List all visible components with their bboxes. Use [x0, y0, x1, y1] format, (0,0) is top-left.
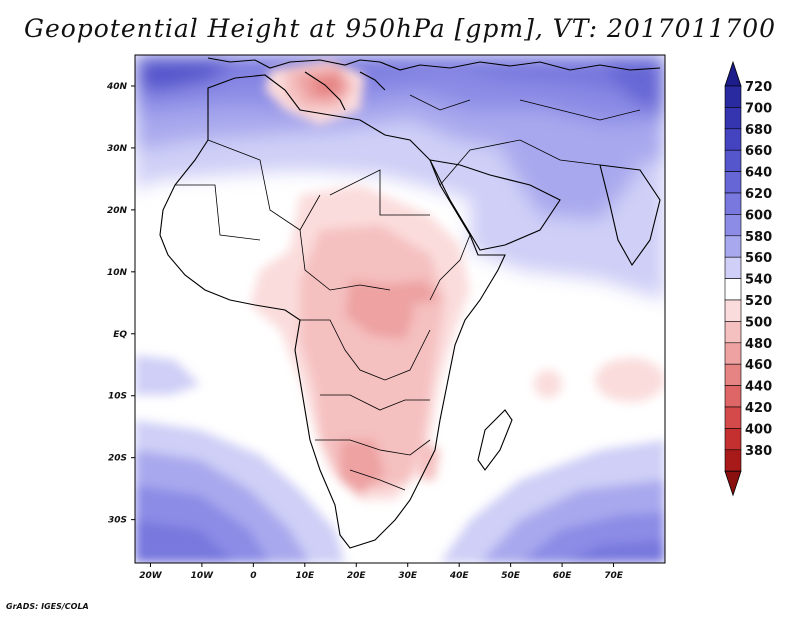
colorbar-label: 660 — [745, 144, 772, 159]
footer-credit: GrADS: IGES/COLA — [6, 602, 89, 611]
colorbar-label: 620 — [745, 187, 772, 202]
colorbar-swatch — [724, 342, 742, 365]
lat-tick-label: EQ — [113, 330, 127, 340]
lat-tick-label: 20N — [107, 206, 128, 216]
colorbar-swatch — [724, 256, 742, 279]
lon-tick-label: 70E — [604, 571, 624, 581]
colorbar-label: 460 — [745, 358, 772, 373]
height-field — [135, 55, 665, 563]
colorbar-label: 540 — [745, 273, 772, 288]
colorbar-swatch — [724, 85, 742, 108]
lon-tick-label: 40E — [449, 571, 470, 581]
colorbar-swatch — [724, 192, 742, 215]
lon-tick-label: 20W — [139, 571, 163, 581]
colorbar-swatch — [724, 214, 742, 237]
colorbar-swatch — [724, 428, 742, 451]
colorbar-label: 400 — [745, 422, 772, 437]
lat-tick-label: 40N — [106, 82, 128, 92]
colorbar-bottom-arrow — [724, 470, 742, 497]
colorbar: 720 700 680 660 640 620 600 580 560 540 520 500 480 4… — [724, 60, 772, 497]
colorbar-swatch — [724, 406, 742, 429]
colorbar-swatch — [724, 299, 742, 322]
colorbar-swatch — [724, 128, 742, 151]
colorbar-label: 560 — [745, 251, 772, 266]
coastlines — [159, 57, 661, 549]
lon-tick-label: 20E — [347, 571, 367, 581]
colorbar-swatch — [724, 235, 742, 258]
colorbar-label: 680 — [745, 123, 772, 138]
colorbar-label: 720 — [745, 80, 772, 95]
lon-tick-label: 0 — [250, 571, 256, 581]
lat-tick-label: 10S — [108, 392, 127, 402]
latitude-axis: 40N 30N 20N 10N EQ 10S 20S 30S — [106, 82, 135, 526]
chart-title: Geopotential Height at 950hPa [gpm], VT:… — [23, 14, 777, 43]
colorbar-swatch — [724, 171, 742, 194]
colorbar-label: 420 — [745, 401, 772, 416]
lat-tick-label: 10N — [107, 268, 128, 278]
lon-tick-label: 50E — [501, 571, 521, 581]
colorbar-label: 600 — [745, 208, 772, 223]
colorbar-swatch — [724, 385, 742, 408]
colorbar-label: 380 — [745, 444, 772, 459]
colorbar-swatch — [724, 107, 742, 130]
colorbar-swatch — [724, 363, 742, 386]
colorbar-label: 480 — [745, 337, 772, 352]
colorbar-swatch — [724, 278, 742, 301]
lon-tick-label: 10E — [295, 571, 315, 581]
lat-tick-label: 30S — [108, 516, 127, 526]
colorbar-label: 580 — [745, 230, 772, 245]
colorbar-label: 640 — [745, 166, 772, 181]
longitude-axis: 20W 10W 0 10E 20E 30E 40E 50E 60E 70E — [139, 563, 624, 581]
lon-tick-label: 60E — [553, 571, 573, 581]
lat-tick-label: 30N — [107, 144, 128, 154]
map-frame — [134, 54, 666, 564]
colorbar-label: 520 — [745, 294, 772, 309]
colorbar-label: 700 — [745, 101, 772, 116]
colorbar-swatch — [724, 321, 742, 344]
colorbar-label: 500 — [745, 315, 772, 330]
lon-tick-label: 30E — [398, 571, 418, 581]
colorbar-top-arrow — [724, 60, 742, 87]
colorbar-label: 440 — [745, 380, 772, 395]
colorbar-swatch — [724, 149, 742, 172]
lat-tick-label: 20S — [108, 454, 127, 464]
lon-tick-label: 10W — [191, 571, 215, 581]
colorbar-swatch — [724, 449, 742, 472]
